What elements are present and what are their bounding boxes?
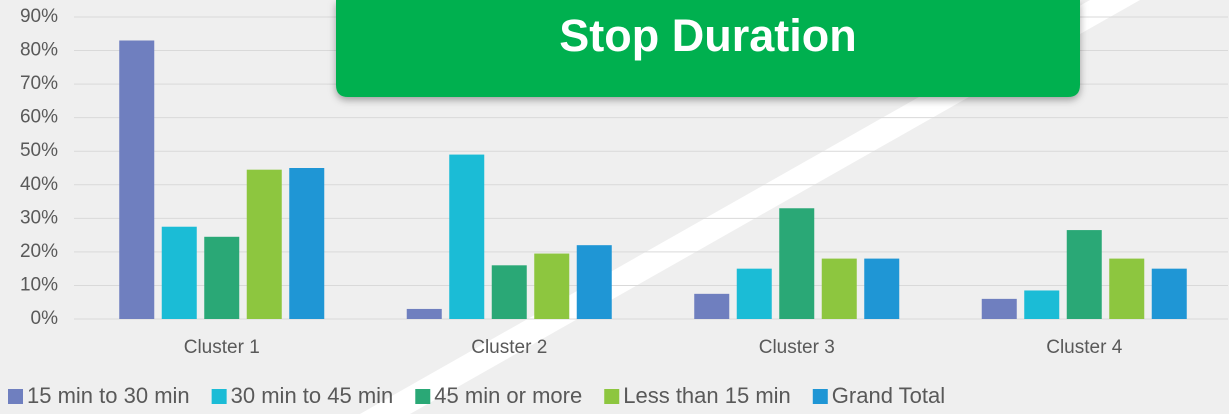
legend-swatch <box>812 389 828 404</box>
bar <box>576 245 612 319</box>
bar <box>981 298 1017 319</box>
bar <box>204 236 240 319</box>
legend-swatch <box>604 389 620 404</box>
bar <box>406 308 442 319</box>
bar <box>449 154 485 319</box>
x-tick-label: Cluster 3 <box>759 337 835 358</box>
bar <box>491 265 527 319</box>
x-tick-label: Cluster 1 <box>184 337 260 358</box>
legend-label: 30 min to 45 min <box>231 383 394 408</box>
legend-swatch <box>415 389 431 404</box>
bar <box>246 169 282 319</box>
y-tick-label: 90% <box>20 6 58 27</box>
x-tick-label: Cluster 2 <box>471 337 547 358</box>
y-tick-label: 40% <box>20 174 58 195</box>
bar <box>1151 268 1187 319</box>
bar <box>1109 258 1145 319</box>
legend-label: 15 min to 30 min <box>27 383 190 408</box>
bar <box>1066 230 1102 319</box>
bar <box>821 258 857 319</box>
bar <box>736 268 772 319</box>
bar <box>161 226 197 319</box>
y-tick-label: 0% <box>31 308 59 329</box>
bar <box>289 168 325 319</box>
bar <box>119 40 155 319</box>
bar <box>864 258 900 319</box>
bar <box>779 208 815 319</box>
legend-label: Less than 15 min <box>623 383 791 408</box>
y-tick-label: 60% <box>20 107 58 128</box>
y-tick-label: 70% <box>20 73 58 94</box>
y-tick-label: 20% <box>20 241 58 262</box>
x-tick-label: Cluster 4 <box>1046 337 1122 358</box>
y-tick-label: 50% <box>20 140 58 161</box>
legend-label: 45 min or more <box>434 383 582 408</box>
chart-title: Stop Duration <box>559 10 856 61</box>
title-box <box>336 0 1080 97</box>
legend-label: Grand Total <box>832 383 945 408</box>
legend-swatch <box>211 389 227 404</box>
y-tick-label: 30% <box>20 207 58 228</box>
bar <box>534 253 570 319</box>
bar <box>694 293 730 319</box>
y-tick-label: 80% <box>20 40 58 61</box>
legend-swatch <box>8 389 23 404</box>
y-tick-label: 10% <box>20 274 58 295</box>
plot-area: 0% 10% 20% 30% 40% 50% 60% 70% 80% 90% Cluster 1 Cl… <box>8 6 1228 408</box>
bar <box>1024 290 1060 319</box>
